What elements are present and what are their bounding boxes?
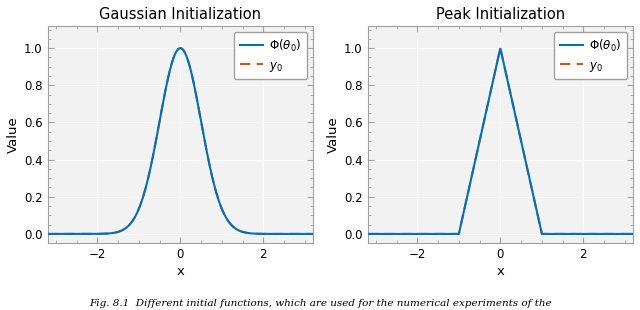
$y_0$ xyxy=(161,93,168,97)
$\Phi(\theta_0)$ xyxy=(471,160,479,164)
Title: Peak Initialization: Peak Initialization xyxy=(436,7,565,22)
$\Phi(\theta_0)$ xyxy=(256,232,264,236)
$\Phi(\theta_0)$ xyxy=(161,93,168,97)
$y_0$ xyxy=(471,160,479,164)
$\Phi(\theta_0)$ xyxy=(547,232,554,236)
X-axis label: x: x xyxy=(497,265,504,278)
$\Phi(\theta_0)$ xyxy=(71,232,79,236)
Line: $y_0$: $y_0$ xyxy=(47,48,313,234)
$\Phi(\theta_0)$ xyxy=(576,232,584,236)
$y_0$ xyxy=(251,232,259,236)
Legend: $\Phi(\theta_0)$, $y_0$: $\Phi(\theta_0)$, $y_0$ xyxy=(234,32,307,79)
$y_0$ xyxy=(571,232,579,236)
$\Phi(\theta_0)$ xyxy=(571,232,579,236)
Line: $\Phi(\theta_0)$: $\Phi(\theta_0)$ xyxy=(367,49,633,234)
$y_0$ xyxy=(481,117,488,121)
$\Phi(\theta_0)$ xyxy=(629,232,637,236)
Y-axis label: Value: Value xyxy=(327,116,340,153)
$y_0$ xyxy=(547,232,554,236)
Line: $y_0$: $y_0$ xyxy=(367,49,633,234)
Text: Fig. 8.1  Different initial functions, which are used for the numerical experime: Fig. 8.1 Different initial functions, wh… xyxy=(89,299,551,308)
$\Phi(\theta_0)$ xyxy=(309,232,317,236)
$\Phi(\theta_0)$ xyxy=(251,232,259,236)
$\Phi(\theta_0)$ xyxy=(391,232,399,236)
$y_0$ xyxy=(309,232,317,236)
$y_0$ xyxy=(629,232,637,236)
$\Phi(\theta_0)$ xyxy=(227,222,234,225)
$\Phi(\theta_0)$ xyxy=(497,47,504,51)
Legend: $\Phi(\theta_0)$, $y_0$: $\Phi(\theta_0)$, $y_0$ xyxy=(554,32,627,79)
$y_0$ xyxy=(227,222,234,225)
Title: Gaussian Initialization: Gaussian Initialization xyxy=(99,7,261,22)
$\Phi(\theta_0)$ xyxy=(44,232,51,236)
$y_0$ xyxy=(177,46,184,50)
Line: $\Phi(\theta_0)$: $\Phi(\theta_0)$ xyxy=(47,48,313,234)
$\Phi(\theta_0)$ xyxy=(151,144,159,148)
$y_0$ xyxy=(256,232,264,236)
$\Phi(\theta_0)$ xyxy=(481,117,488,121)
$y_0$ xyxy=(364,232,371,236)
$y_0$ xyxy=(497,47,504,51)
$y_0$ xyxy=(71,232,79,236)
Y-axis label: Value: Value xyxy=(7,116,20,153)
$y_0$ xyxy=(391,232,399,236)
$y_0$ xyxy=(576,232,584,236)
$\Phi(\theta_0)$ xyxy=(177,46,184,50)
$\Phi(\theta_0)$ xyxy=(364,232,371,236)
$y_0$ xyxy=(44,232,51,236)
$y_0$ xyxy=(151,144,159,148)
X-axis label: x: x xyxy=(177,265,184,278)
